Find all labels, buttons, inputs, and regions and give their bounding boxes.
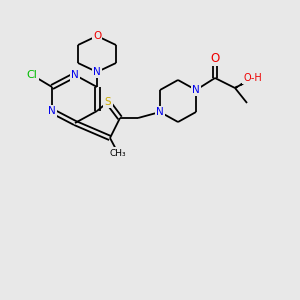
Text: O: O: [210, 52, 220, 64]
Text: O-H: O-H: [244, 73, 262, 83]
Text: CH₃: CH₃: [110, 148, 126, 158]
Text: N: N: [192, 85, 200, 95]
Text: O: O: [93, 31, 101, 41]
Text: N: N: [156, 107, 164, 117]
Text: S: S: [105, 97, 111, 107]
Text: N: N: [93, 67, 101, 77]
Text: Cl: Cl: [27, 70, 38, 80]
Text: N: N: [71, 70, 79, 80]
Text: N: N: [48, 106, 56, 116]
